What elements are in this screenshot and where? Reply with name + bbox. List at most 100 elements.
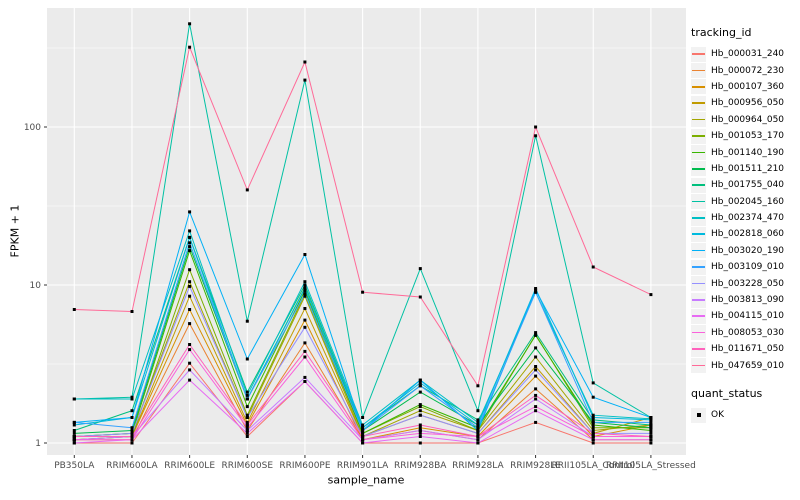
x-tick-label: RRIM901LA xyxy=(337,461,389,471)
legend-item-label: Hb_003109_010 xyxy=(711,262,785,273)
data-point-marker xyxy=(418,431,422,435)
data-point-marker xyxy=(188,322,192,326)
data-point-marker xyxy=(245,413,249,417)
x-tick-label: RRIM928LE xyxy=(510,461,561,471)
data-point-marker xyxy=(188,45,192,49)
legend-item-Hb_000107_360: Hb_000107_360 xyxy=(691,79,799,95)
legend-key-swatch xyxy=(691,226,706,242)
data-point-marker xyxy=(418,429,422,432)
legend-color-line-icon xyxy=(692,249,705,252)
data-point-marker xyxy=(245,426,249,430)
legend-color-line-icon xyxy=(692,299,705,301)
quant-status-key xyxy=(691,407,706,423)
data-point-marker xyxy=(591,426,595,430)
x-axis-title: sample_name xyxy=(327,473,405,487)
x-tick-label: RRII105LA_Stressed xyxy=(606,461,696,471)
data-point-marker xyxy=(361,429,365,432)
data-point-marker xyxy=(245,319,249,323)
data-point-marker xyxy=(591,418,595,422)
legend-item-Hb_011671_050: Hb_011671_050 xyxy=(691,341,799,357)
data-point-marker xyxy=(649,429,653,432)
data-point-marker xyxy=(188,284,192,288)
data-point-marker xyxy=(591,438,595,442)
x-tick-label: RRIM928LA xyxy=(452,461,504,471)
data-point-marker xyxy=(188,294,192,298)
data-point-marker xyxy=(476,384,480,388)
data-point-marker xyxy=(188,348,192,352)
data-point-marker xyxy=(649,431,653,435)
data-point-marker xyxy=(245,429,249,432)
data-point-marker xyxy=(188,378,192,382)
legend-key-swatch xyxy=(691,341,706,357)
legend-items: Hb_000031_240 Hb_000072_230 Hb_000107_360 H… xyxy=(691,46,799,374)
data-point-marker xyxy=(188,361,192,365)
data-point-marker xyxy=(303,292,307,296)
data-point-marker xyxy=(534,393,538,397)
data-point-marker xyxy=(303,375,307,379)
data-point-marker xyxy=(476,409,480,413)
data-point-marker xyxy=(418,423,422,427)
legend-item-label: Hb_004115_010 xyxy=(711,311,785,322)
legend-key-swatch xyxy=(691,128,706,144)
data-point-marker xyxy=(245,390,249,394)
legend-color-line-icon xyxy=(692,233,705,236)
data-point-marker xyxy=(418,441,422,445)
legend-item-label: Hb_002045_160 xyxy=(711,196,785,207)
legend-key-swatch xyxy=(691,276,706,292)
legend-item-Hb_000031_240: Hb_000031_240 xyxy=(691,46,799,62)
legend-item-label: OK xyxy=(711,410,724,420)
data-point-marker xyxy=(72,397,76,401)
data-point-marker xyxy=(130,416,134,419)
data-point-marker xyxy=(418,267,422,271)
data-point-marker xyxy=(418,384,422,388)
data-point-marker xyxy=(303,341,307,345)
legend-item-label: Hb_003228_050 xyxy=(711,278,785,289)
x-tick-label: RRIM600SE xyxy=(222,461,274,471)
data-point-marker xyxy=(303,355,307,359)
legend-item-ok: OK xyxy=(691,407,799,423)
data-point-marker xyxy=(649,438,653,442)
data-point-marker xyxy=(534,346,538,350)
data-point-marker xyxy=(591,429,595,432)
data-point-marker xyxy=(534,288,538,292)
legend-item-label: Hb_047659_010 xyxy=(711,360,785,371)
legend-item-Hb_002045_160: Hb_002045_160 xyxy=(691,194,799,210)
data-point-marker xyxy=(418,426,422,430)
legend-item-Hb_004115_010: Hb_004115_010 xyxy=(691,308,799,324)
legend-color-line-icon xyxy=(692,69,705,72)
legend-color-line-icon xyxy=(692,85,705,88)
legend-color-line-icon xyxy=(692,118,705,121)
legend: tracking_id Hb_000031_240 Hb_000072_230 Hb… xyxy=(691,26,799,423)
data-point-marker xyxy=(361,423,365,427)
legend-item-label: Hb_003020_190 xyxy=(711,245,785,256)
data-point-marker xyxy=(649,423,653,427)
data-point-marker xyxy=(245,393,249,397)
data-point-marker xyxy=(188,249,192,253)
legend-key-swatch xyxy=(691,358,706,374)
data-point-marker xyxy=(245,416,249,419)
legend-key-swatch xyxy=(691,177,706,193)
data-point-marker xyxy=(476,431,480,435)
x-tick-label: RRIM600PE xyxy=(279,461,331,471)
legend-item-Hb_000072_230: Hb_000072_230 xyxy=(691,62,799,79)
legend-section-quant-status: quant_status OK xyxy=(691,387,799,423)
data-point-marker xyxy=(534,397,538,401)
legend-title-tracking-id: tracking_id xyxy=(691,26,752,39)
data-point-marker xyxy=(303,349,307,353)
data-point-marker xyxy=(534,374,538,378)
data-point-marker xyxy=(649,420,653,424)
data-point-marker xyxy=(534,420,538,424)
data-point-marker xyxy=(245,423,249,427)
data-point-marker xyxy=(649,416,653,419)
legend-item-label: Hb_002818_060 xyxy=(711,229,785,240)
legend-item-Hb_003020_190: Hb_003020_190 xyxy=(691,243,799,259)
data-point-marker xyxy=(534,368,538,372)
data-point-marker xyxy=(130,310,134,313)
data-point-marker xyxy=(591,441,595,445)
legend-key-swatch xyxy=(691,259,706,275)
data-point-marker xyxy=(418,295,422,299)
data-point-marker xyxy=(649,435,653,438)
panel-background xyxy=(47,8,686,455)
legend-item-Hb_001140_190: Hb_001140_190 xyxy=(691,144,799,161)
